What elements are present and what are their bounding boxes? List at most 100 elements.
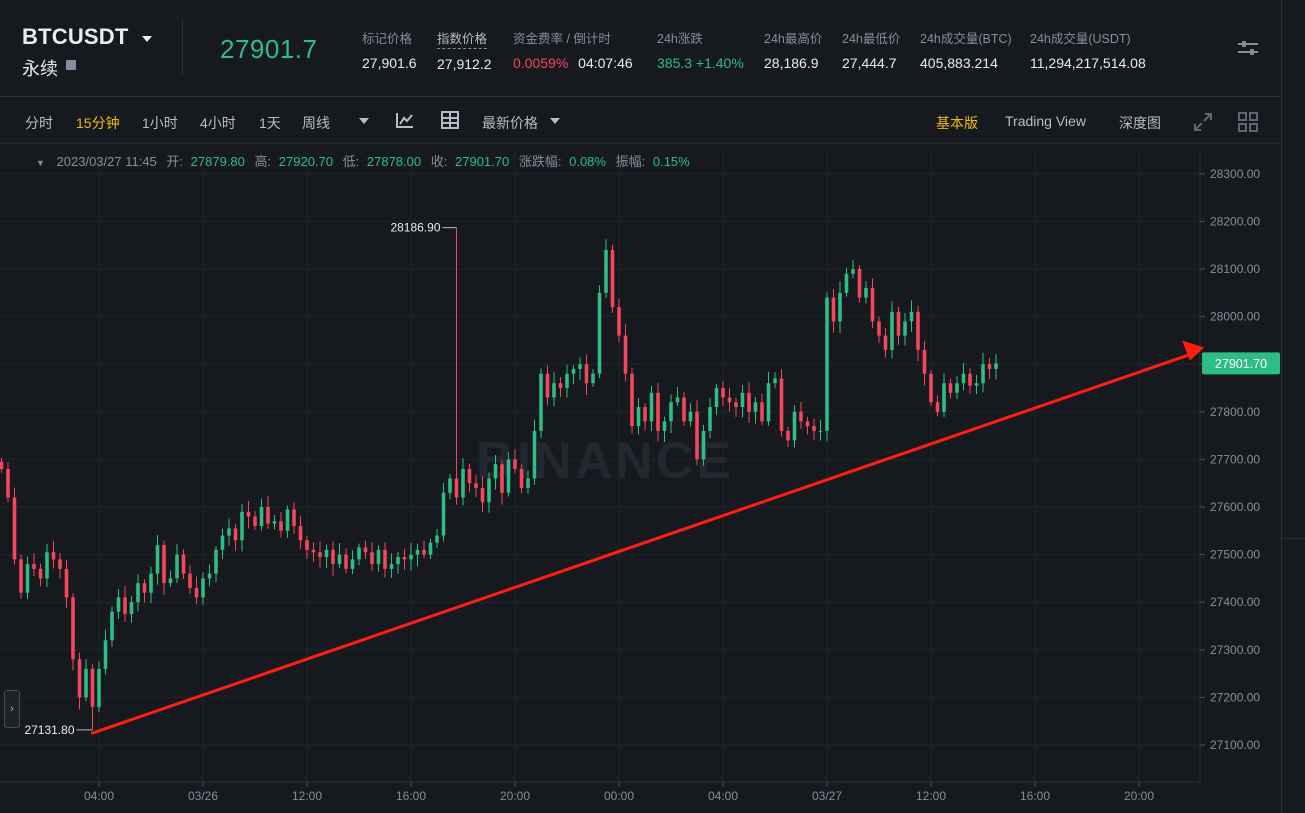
more-intervals-chevron-down-icon[interactable]	[359, 118, 369, 124]
candle-body	[740, 392, 745, 408]
ohlc-amplitude-label: 振幅:	[616, 154, 646, 169]
current-price-badge	[1202, 352, 1280, 375]
candle-body	[909, 311, 914, 322]
candle-body	[708, 407, 712, 431]
x-tick-label: 12:00	[292, 789, 322, 803]
candle-up	[844, 267, 849, 297]
stat-value: 385.3 +1.40%	[657, 55, 744, 71]
ohlc-high: 27920.70	[279, 154, 333, 169]
stat-label: 24h涨跌	[657, 32, 703, 46]
interval-tab-1d[interactable]: 1天	[259, 115, 281, 131]
price-type-selector[interactable]: 最新价格	[482, 115, 538, 131]
indicators-chart-icon[interactable]	[395, 111, 415, 129]
candle-body	[428, 542, 433, 555]
view-tab-depth[interactable]: 深度图	[1119, 115, 1161, 131]
candle-down	[71, 593, 75, 671]
candle-up	[155, 535, 160, 585]
fullscreen-expand-icon[interactable]	[1193, 112, 1213, 132]
view-tab-tradingview[interactable]: Trading View	[1005, 113, 1086, 129]
candle-up	[259, 498, 264, 531]
watermark-logo: BINANCE	[476, 432, 734, 490]
candle-down	[682, 392, 686, 426]
candle-body	[415, 549, 420, 555]
candle-body	[623, 335, 628, 374]
candle-down	[610, 244, 615, 313]
candle-down	[64, 559, 69, 608]
max-price-label: 28186.90	[390, 221, 440, 235]
ohlc-low-label: 低:	[343, 154, 360, 169]
candle-up	[103, 629, 108, 675]
candle-up	[675, 386, 680, 407]
candle-down	[617, 298, 621, 343]
candle-up	[227, 518, 231, 546]
candle-down	[831, 289, 836, 333]
interval-tab-15m[interactable]: 15分钟	[76, 115, 120, 131]
candle-down	[623, 324, 628, 381]
candle-up	[415, 543, 420, 567]
view-tab-basic[interactable]: 基本版	[936, 115, 978, 131]
candle-body	[259, 507, 264, 527]
expand-panel-chevron-right-icon[interactable]: ›	[4, 690, 20, 728]
interval-tab-1h[interactable]: 1小时	[142, 115, 178, 131]
candle-up	[461, 458, 465, 506]
candle-down	[12, 487, 17, 565]
symbol-selector[interactable]: BTCUSDT	[22, 24, 129, 49]
settings-sliders-icon[interactable]	[1238, 40, 1258, 56]
candle-up	[84, 658, 88, 702]
candle-body	[747, 392, 751, 412]
candle-body	[331, 549, 335, 565]
interval-tab-1w[interactable]: 周线	[302, 115, 330, 131]
candle-up	[25, 556, 30, 600]
candle-up	[766, 371, 771, 426]
candle-body	[129, 602, 134, 615]
candle-body	[929, 373, 933, 403]
candle-down	[90, 664, 95, 730]
info-book-icon[interactable]	[66, 60, 76, 70]
stat-label: 24h成交量(BTC)	[920, 32, 1012, 46]
orderbook-side-panel	[1281, 0, 1305, 813]
candle-body	[987, 364, 992, 369]
candle-body	[51, 552, 56, 560]
candle-body	[376, 549, 381, 565]
stat-label: 资金费率 / 倒计时	[513, 32, 611, 46]
candle-down	[38, 563, 43, 587]
candle-down	[311, 542, 316, 563]
candle-body	[363, 547, 368, 553]
funding-countdown: 04:07:46	[578, 55, 633, 71]
candle-up	[714, 384, 719, 415]
candle-down	[734, 397, 738, 417]
symbol-dropdown-caret-icon[interactable]	[142, 36, 152, 42]
candle-up	[110, 606, 114, 647]
candle-body	[38, 568, 43, 579]
price-type-chevron-down-icon[interactable]	[550, 118, 560, 124]
candle-body	[584, 364, 589, 384]
candle-up	[701, 424, 706, 466]
candle-down	[344, 548, 348, 574]
y-tick-label: 28000.00	[1210, 310, 1260, 324]
stat-index-price[interactable]: 指数价格 27,912.2	[437, 28, 492, 72]
candle-body	[292, 509, 296, 527]
candle-down	[877, 316, 881, 343]
candle-down	[279, 512, 283, 538]
ohlc-change: 0.08%	[569, 154, 606, 169]
x-tick-label: 16:00	[396, 789, 426, 803]
layout-grid-icon[interactable]	[1238, 112, 1258, 132]
x-tick-label: 12:00	[916, 789, 946, 803]
candle-down	[922, 340, 927, 386]
candle-body	[311, 549, 316, 553]
interval-tab-4h[interactable]: 4小时	[200, 115, 236, 131]
candle-body	[97, 668, 101, 707]
chart-settings-grid-icon[interactable]	[441, 111, 459, 129]
interval-tab-time[interactable]: 分时	[25, 115, 53, 131]
ohlc-close: 27901.70	[455, 154, 509, 169]
candle-down	[480, 476, 485, 513]
candle-body	[643, 407, 647, 422]
candle-down	[643, 403, 647, 431]
candle-body	[818, 430, 823, 432]
candle-down	[383, 542, 387, 578]
y-tick-label: 28200.00	[1210, 214, 1260, 228]
stat-label[interactable]: 指数价格	[437, 32, 488, 49]
candle-body	[19, 559, 23, 593]
candle-down	[857, 265, 862, 303]
